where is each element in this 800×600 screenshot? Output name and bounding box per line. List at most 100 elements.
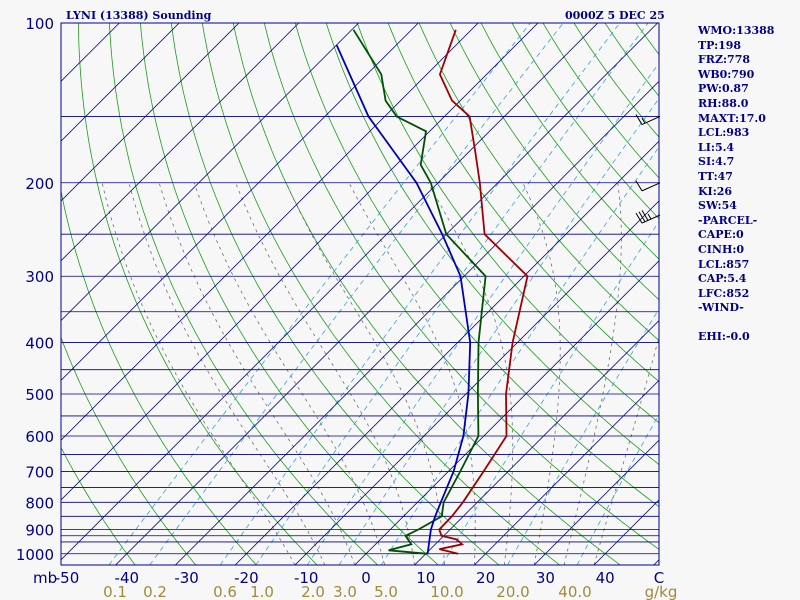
isotherm	[61, 23, 300, 262]
index-item: LCL:983	[698, 126, 750, 140]
pressure-label: 300	[25, 268, 54, 286]
dry-adiabat	[387, 23, 659, 383]
dry-adiabat	[418, 23, 659, 342]
index-item: WMO:13388	[698, 24, 775, 37]
dry-adiabat	[449, 23, 659, 301]
isotherm	[61, 23, 599, 561]
dry-adiabat	[480, 23, 659, 260]
parcel-trace	[335, 44, 472, 554]
index-item: LCL:857	[698, 257, 750, 271]
background-grid	[0, 23, 659, 565]
mixing-ratio-line	[255, 23, 649, 565]
station-title: LYNI (13388) Sounding	[66, 9, 212, 22]
moist-adiabat	[348, 182, 476, 565]
isotherm	[354, 260, 659, 565]
dry-adiabat	[201, 23, 560, 565]
dry-adiabat	[61, 446, 136, 565]
mixing-ratio-line	[108, 23, 531, 565]
dry-adiabat	[170, 23, 500, 565]
moist-adiabat	[427, 182, 514, 565]
temperature-tick-label: -10	[294, 569, 319, 587]
temperature-tick-label: 40	[596, 569, 615, 587]
index-item: FRZ:778	[698, 53, 751, 67]
temperature-trace	[438, 29, 529, 555]
index-item: LFC:852	[698, 286, 750, 300]
mixing-ratio-label: 0.6	[213, 583, 237, 600]
index-item: TP:198	[698, 38, 742, 52]
sounding-time: 0000Z 5 DEC 25	[565, 9, 665, 22]
wind-barb	[635, 180, 661, 192]
index-item: KI:26	[698, 184, 733, 198]
index-item: -WIND-	[698, 301, 744, 315]
pressure-label: 700	[25, 464, 54, 482]
index-item: -PARCEL-	[698, 213, 758, 227]
pressure-label: 500	[25, 386, 54, 404]
dry-adiabat	[61, 336, 197, 565]
mixing-ratio-label: 2.0	[301, 583, 325, 600]
isotherm	[474, 379, 659, 565]
wind-barb	[635, 210, 661, 224]
temperature-tick-label: -20	[234, 569, 259, 587]
temperature-tick-label: -30	[174, 569, 199, 587]
temperature-tick-label: -50	[55, 569, 80, 587]
isotherm	[294, 200, 659, 565]
temperature-tick-label: 20	[476, 569, 495, 587]
mixing-ratio-unit-label: g/kg	[645, 583, 678, 600]
isotherm	[61, 23, 419, 381]
moist-adiabat	[522, 182, 561, 565]
index-item: TT:47	[698, 169, 733, 183]
mixing-ratio-line	[338, 97, 659, 565]
mixing-ratio-line	[441, 220, 659, 565]
moist-adiabat	[101, 182, 296, 565]
dry-adiabat	[61, 188, 257, 565]
mixing-ratio-label: 0.1	[103, 583, 127, 600]
mixing-ratio-line	[380, 146, 659, 565]
index-item: CINH:0	[698, 242, 745, 256]
pressure-label: 1000	[16, 546, 54, 564]
dewpoint-trace	[352, 29, 487, 555]
index-item: RH:88.0	[698, 96, 749, 110]
isotherm	[234, 140, 659, 565]
isotherm	[414, 319, 659, 565]
isotherm	[533, 439, 659, 565]
temperature-unit-label: C	[654, 569, 664, 587]
moist-adiabat	[285, 182, 445, 565]
mixing-ratio-label: 10.0	[430, 583, 463, 600]
temperature-tick-label: -40	[115, 569, 140, 587]
plot-background	[61, 23, 659, 565]
index-item: WB0:790	[698, 67, 755, 81]
isotherm	[61, 23, 479, 441]
wind-barb	[635, 114, 661, 126]
indices-panel: WMO:13388 TP:198 FRZ:778 WB0:790 PW:0.87 RH:8…	[698, 24, 798, 345]
dry-adiabat	[356, 23, 659, 424]
moist-adiabat	[158, 182, 356, 565]
dry-adiabat	[294, 23, 659, 508]
mixing-ratio-label: 5.0	[374, 583, 398, 600]
temperature-tick-label: 0	[361, 569, 371, 587]
pressure-label: 800	[25, 494, 54, 512]
index-item: SI:4.7	[698, 155, 735, 169]
index-item: SW:54	[698, 199, 737, 213]
isotherm	[61, 23, 359, 322]
indices-spacer	[698, 316, 798, 331]
isotherm	[61, 23, 539, 501]
mixing-ratio-label: 1.0	[250, 583, 274, 600]
mixing-ratio-label: 20.0	[496, 583, 529, 600]
mixing-ratio-label: 3.0	[333, 583, 357, 600]
moist-adiabat	[128, 182, 326, 565]
pressure-label: 600	[25, 428, 54, 446]
isotherm	[0, 23, 60, 565]
sounding-traces	[335, 29, 529, 555]
index-item: CAP:5.4	[698, 272, 747, 286]
pressure-label: 100	[25, 15, 54, 33]
pressure-label: 900	[25, 521, 54, 539]
isotherm	[61, 23, 180, 142]
isotherm	[115, 23, 658, 565]
dry-adiabat	[140, 23, 439, 565]
mixing-ratio-label: 40.0	[558, 583, 591, 600]
pressure-label: 400	[25, 335, 54, 353]
index-item: MAXT:17.0	[698, 111, 766, 125]
mixing-ratio-line	[219, 23, 621, 565]
mixing-ratio-line	[149, 23, 564, 565]
